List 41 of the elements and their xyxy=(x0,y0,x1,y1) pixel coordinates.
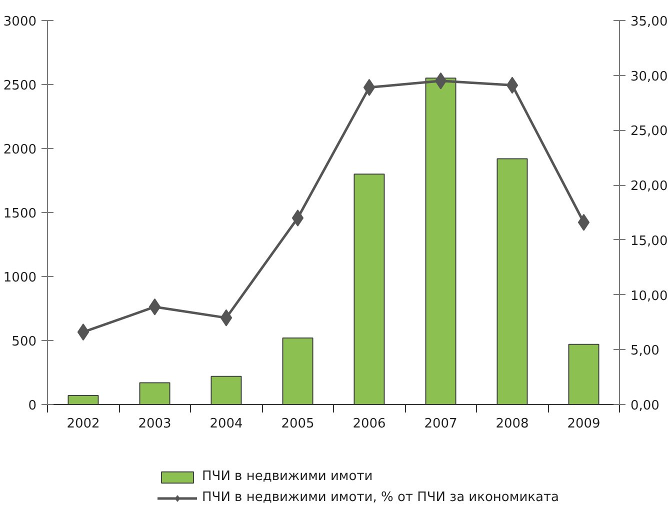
x-tick-label: 2002 xyxy=(66,416,100,432)
point xyxy=(434,72,447,90)
bar xyxy=(496,158,528,404)
y2-tick-label: 30,00 xyxy=(630,69,668,84)
y-tick-label: 500 xyxy=(12,334,37,350)
y-tick-label: 0 xyxy=(28,398,37,414)
legend-label: ПЧИ в недвижими имоти xyxy=(202,469,373,484)
y-tick-label: 2000 xyxy=(3,142,37,158)
x-tick-label: 2005 xyxy=(281,416,314,432)
y-tick-label: 1500 xyxy=(3,206,37,222)
x-tick-label: 2007 xyxy=(424,416,458,432)
x-tick-label: 2006 xyxy=(352,416,386,432)
y2-tick-label: 35,00 xyxy=(630,14,668,30)
bar xyxy=(425,78,456,404)
bar xyxy=(282,337,314,404)
bar xyxy=(139,382,170,404)
bar xyxy=(68,395,99,404)
x-tick-label: 2004 xyxy=(210,416,243,432)
point xyxy=(148,298,161,316)
point xyxy=(506,76,518,94)
point xyxy=(77,324,90,341)
bar xyxy=(568,344,600,404)
y2-tick-label: 10,00 xyxy=(630,288,668,304)
y2-tick-label: 25,00 xyxy=(630,124,668,140)
y2-tick-label: 5,00 xyxy=(630,344,660,359)
bar xyxy=(210,376,242,404)
y2-tick-label: 15,00 xyxy=(630,234,668,249)
x-tick-label: 2008 xyxy=(496,416,529,432)
y2-tick-label: 20,00 xyxy=(630,179,668,194)
y2-tick-label: 0,00 xyxy=(630,398,660,414)
point xyxy=(292,209,304,226)
x-tick-label: 2003 xyxy=(138,416,172,432)
point xyxy=(578,214,590,231)
y-tick-label: 2500 xyxy=(3,78,37,94)
point xyxy=(220,309,232,326)
y-tick-label: 3000 xyxy=(3,14,37,30)
point xyxy=(363,78,376,96)
x-tick-label: 2009 xyxy=(567,416,600,432)
bar xyxy=(354,174,385,404)
y-tick-label: 1000 xyxy=(3,270,37,286)
legend-label: ПЧИ в недвижими имоти, % от ПЧИ за икономиката xyxy=(202,490,559,505)
